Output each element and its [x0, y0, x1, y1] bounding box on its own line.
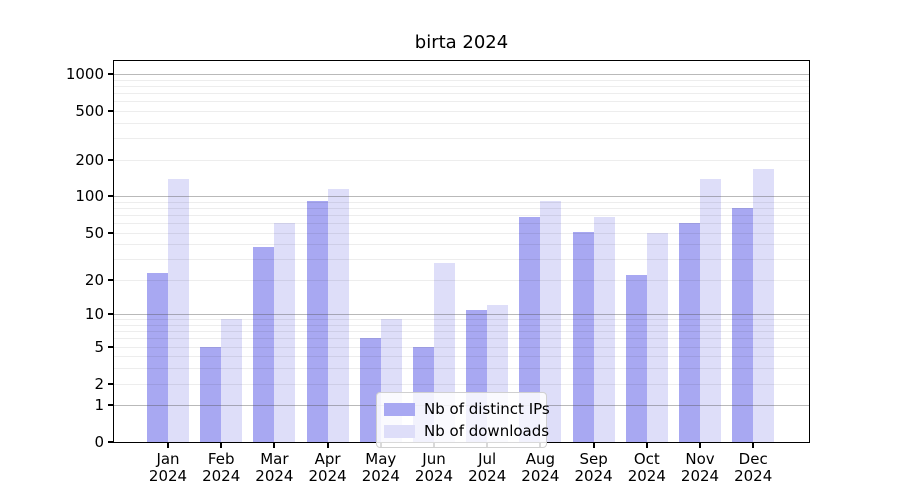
x-tick-label: Mar 2024 — [255, 450, 294, 485]
y-tick-label: 20 — [84, 270, 104, 289]
gridline-major — [114, 314, 809, 316]
gridline-minor — [114, 159, 809, 161]
y-tick-label: 10 — [84, 305, 104, 324]
gridline-minor — [114, 208, 809, 209]
gridline-minor — [114, 101, 809, 103]
y-tick-label: 50 — [84, 223, 104, 242]
y-tick-mark — [108, 278, 113, 281]
bar-downloads — [327, 188, 349, 442]
y-tick-label: 2 — [94, 374, 104, 393]
x-tick-label: Aug 2024 — [521, 450, 560, 485]
bar-distinct-ips — [572, 231, 594, 442]
x-tick-label: Jul 2024 — [468, 450, 507, 485]
y-tick-mark — [108, 404, 113, 407]
x-tick-mark — [273, 443, 276, 448]
grid-layer — [114, 61, 809, 442]
plot-area — [113, 60, 810, 443]
bar-downloads — [646, 232, 668, 442]
x-tick-mark — [220, 443, 223, 448]
legend-swatch-downloads — [384, 424, 415, 438]
y-tick-label: 1 — [94, 396, 104, 415]
legend-label-downloads: Nb of downloads — [424, 422, 550, 440]
x-tick-label: Nov 2024 — [680, 450, 720, 485]
legend: Nb of distinct IPs Nb of downloads — [376, 392, 550, 448]
x-tick-label: May 2024 — [361, 450, 400, 485]
x-tick-mark — [326, 443, 329, 448]
bar-downloads — [540, 200, 562, 442]
legend-swatch-distinct-ips — [384, 402, 415, 416]
gridline-minor — [114, 279, 809, 281]
y-tick-label: 0 — [94, 433, 104, 451]
bar-downloads — [274, 223, 296, 442]
bar-distinct-ips — [625, 275, 647, 442]
gridline-minor — [114, 346, 809, 348]
bar-downloads — [221, 319, 243, 442]
x-tick-label: Sep 2024 — [574, 450, 613, 485]
gridline-minor — [114, 111, 809, 112]
bar-distinct-ips — [200, 346, 222, 442]
gridline-major — [114, 196, 809, 198]
y-tick-label: 5 — [94, 337, 104, 356]
x-tick-mark — [645, 443, 648, 448]
gridline-minor — [114, 86, 809, 87]
x-tick-label: Jun 2024 — [414, 450, 454, 485]
gridline-minor — [114, 383, 809, 385]
y-tick-mark — [108, 73, 113, 76]
y-tick-label: 500 — [75, 102, 104, 120]
x-tick-label: Oct 2024 — [627, 450, 666, 485]
y-tick-label: 1000 — [65, 65, 104, 84]
y-tick-mark — [108, 345, 113, 348]
bar-distinct-ips — [679, 223, 700, 442]
x-tick-mark — [592, 443, 595, 448]
gridline-minor — [114, 232, 809, 234]
y-tick-mark — [108, 158, 113, 161]
bar-distinct-ips — [306, 200, 328, 442]
bar-distinct-ips — [147, 272, 168, 442]
bar-downloads — [700, 179, 721, 442]
gridline-minor — [114, 368, 809, 370]
gridline-major — [114, 74, 809, 76]
gridline-minor — [114, 201, 809, 203]
x-tick-label: Feb 2024 — [202, 450, 241, 485]
gridline-minor — [114, 215, 809, 216]
gridline-minor — [114, 223, 809, 225]
gridline-minor — [114, 356, 809, 358]
gridline-minor — [114, 338, 809, 340]
y-tick-label: 200 — [75, 150, 104, 169]
gridline-minor — [114, 319, 809, 321]
y-tick-mark — [108, 313, 113, 316]
gridline-minor — [114, 122, 809, 124]
gridline-minor — [114, 331, 809, 333]
chart-title: birta 2024 — [414, 32, 509, 53]
bar-distinct-ips — [253, 246, 275, 442]
bar-distinct-ips — [359, 338, 381, 442]
x-tick-label: Dec 2024 — [734, 450, 773, 485]
gridline-minor — [114, 79, 809, 81]
y-tick-mark — [108, 382, 113, 385]
legend-item-distinct-ips: Nb of distinct IPs — [384, 399, 550, 419]
bar-distinct-ips — [732, 208, 754, 442]
gridline-minor — [114, 259, 809, 261]
gridline-minor — [114, 93, 809, 95]
y-tick-label: 100 — [75, 187, 104, 206]
gridline-minor — [114, 244, 809, 246]
x-tick-label: Apr 2024 — [308, 450, 347, 485]
y-tick-mark — [108, 195, 113, 198]
x-tick-label: Jan 2024 — [148, 450, 188, 485]
y-tick-mark — [108, 441, 113, 443]
bar-distinct-ips — [519, 216, 541, 442]
x-tick-mark — [752, 443, 755, 448]
bar-downloads — [753, 168, 775, 442]
x-tick-mark — [167, 443, 169, 448]
y-tick-mark — [108, 110, 113, 112]
gridline-minor — [114, 138, 809, 140]
gridline-minor — [114, 325, 809, 326]
x-tick-mark — [699, 443, 701, 448]
legend-item-downloads: Nb of downloads — [384, 421, 549, 441]
bar-downloads — [593, 216, 615, 442]
bar-downloads — [168, 178, 189, 442]
y-tick-mark — [108, 231, 113, 234]
legend-label-distinct-ips: Nb of distinct IPs — [424, 400, 550, 418]
